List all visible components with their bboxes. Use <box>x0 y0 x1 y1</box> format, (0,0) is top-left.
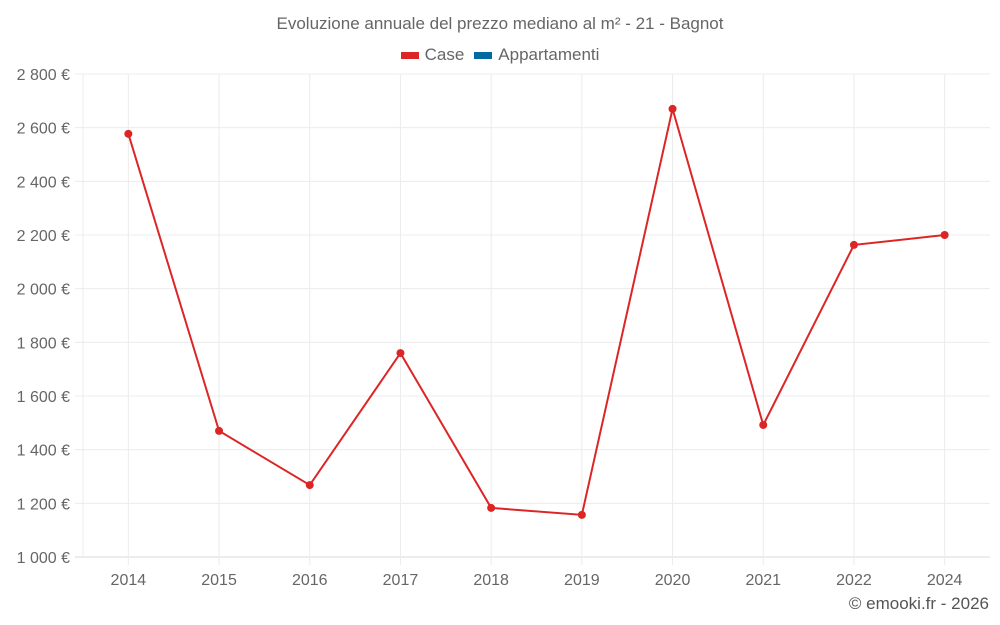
x-tick-label: 2017 <box>383 572 419 589</box>
y-tick-label: 1 400 € <box>17 443 70 460</box>
x-tick-label: 2021 <box>745 572 781 589</box>
data-point[interactable] <box>305 481 314 490</box>
x-tick-label: 2014 <box>111 572 147 589</box>
x-axis: 2014 2015 2016 2017 2018 2019 2020 2021 2022 2024 <box>111 572 963 589</box>
chart-title: Evoluzione annuale del prezzo mediano al… <box>276 14 724 33</box>
x-tick-label: 2018 <box>473 572 509 589</box>
data-point[interactable] <box>849 240 858 249</box>
series-line <box>127 108 945 516</box>
x-tick-label: 2020 <box>655 572 691 589</box>
y-tick-label: 2 800 € <box>17 67 70 84</box>
data-point[interactable] <box>668 104 677 113</box>
data-point[interactable] <box>487 503 496 512</box>
x-tick-label: 2019 <box>564 572 600 589</box>
legend-item-case[interactable]: Case <box>400 45 465 65</box>
y-tick-label: 2 200 € <box>17 228 70 245</box>
legend-item-appartamenti[interactable]: Appartamenti <box>474 45 599 65</box>
legend: Case Appartamenti <box>0 45 1000 65</box>
data-point[interactable] <box>124 129 133 138</box>
x-tick-label: 2015 <box>201 572 237 589</box>
x-tick-label: 2024 <box>927 572 963 589</box>
data-point[interactable] <box>759 420 768 429</box>
y-tick-label: 1 800 € <box>17 335 70 352</box>
legend-swatch-appartamenti <box>474 51 493 59</box>
y-tick-label: 1 600 € <box>17 389 70 406</box>
grid <box>75 73 990 565</box>
y-tick-label: 1 000 € <box>17 550 70 567</box>
x-tick-label: 2016 <box>292 572 328 589</box>
legend-swatch-case <box>400 51 419 59</box>
y-tick-label: 2 000 € <box>17 282 70 299</box>
y-tick-label: 2 600 € <box>17 121 70 138</box>
x-tick-label: 2022 <box>836 572 872 589</box>
data-point[interactable] <box>940 231 949 239</box>
y-axis: 1 000 € 1 200 € 1 400 € 1 600 € 1 800 € 2 000… <box>17 67 70 567</box>
series-case <box>124 104 949 519</box>
credit: © emooki.fr - 2026 <box>848 594 989 613</box>
legend-label-appartamenti: Appartamenti <box>498 45 600 64</box>
y-tick-label: 2 400 € <box>17 174 70 191</box>
data-point[interactable] <box>577 510 586 519</box>
legend-label-case: Case <box>424 45 465 64</box>
data-point[interactable] <box>215 426 224 435</box>
y-tick-label: 1 200 € <box>17 496 70 513</box>
data-point[interactable] <box>396 349 405 358</box>
